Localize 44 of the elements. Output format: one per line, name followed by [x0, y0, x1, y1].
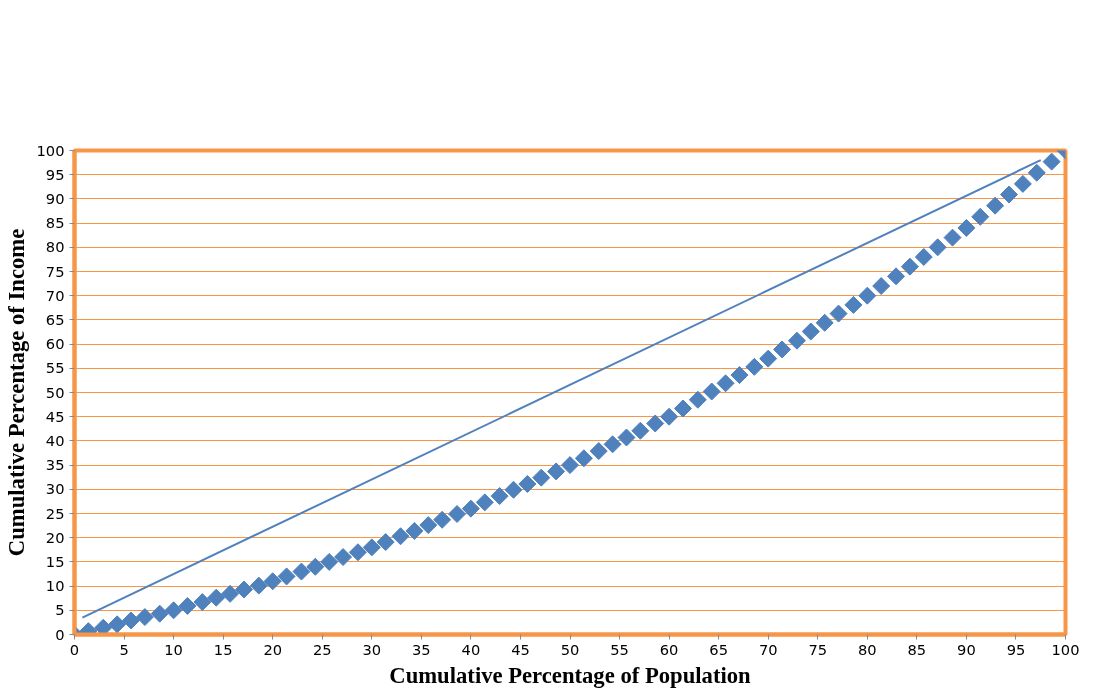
x-tick-label: 80 — [857, 640, 877, 658]
x-tick-label: 40 — [461, 640, 481, 658]
x-tick-label: 20 — [263, 640, 283, 658]
x-tick-label: 75 — [808, 640, 828, 658]
x-tick-label: 30 — [362, 640, 382, 658]
x-tick-label: 15 — [213, 640, 233, 658]
x-tick-label: 85 — [907, 640, 927, 658]
y-tick-label: 30 — [45, 480, 65, 498]
x-tick-label: 95 — [1006, 640, 1026, 658]
y-tick-label: 80 — [45, 238, 65, 256]
y-tick-label: 20 — [45, 528, 65, 546]
y-tick-label: 70 — [45, 286, 65, 304]
y-tick-label: 90 — [45, 189, 65, 207]
y-tick-label: 85 — [45, 214, 65, 232]
x-tick-label: 50 — [560, 640, 580, 658]
x-tick-label: 60 — [659, 640, 679, 658]
y-tick-label: 0 — [55, 625, 65, 643]
y-tick-label: 55 — [45, 359, 65, 377]
x-tick-label: 45 — [511, 640, 530, 658]
x-tick-label: 90 — [957, 640, 976, 658]
y-tick-label: 35 — [45, 456, 65, 474]
x-tick-label: 65 — [709, 640, 728, 658]
y-tick-label: 100 — [36, 141, 65, 159]
y-tick-label: 40 — [45, 431, 65, 449]
x-tick-label: 5 — [119, 640, 129, 658]
y-tick-label: 15 — [45, 552, 65, 570]
x-tick-label: 10 — [164, 640, 183, 658]
y-tick-label: 95 — [45, 165, 65, 183]
x-tick-label: 25 — [312, 640, 332, 658]
x-axis-title: Cumulative Percentage of Population — [389, 662, 752, 688]
x-tick-label: 0 — [69, 640, 80, 658]
y-tick-label: 5 — [55, 601, 65, 619]
y-tick-label: 75 — [45, 262, 65, 280]
x-tick-label: 100 — [1051, 640, 1080, 658]
y-tick-label: 10 — [45, 577, 65, 595]
y-tick-label: 65 — [45, 310, 65, 328]
y-tick-label: 25 — [45, 504, 65, 522]
x-tick-label: 55 — [610, 640, 629, 658]
y-tick-label: 45 — [45, 407, 65, 425]
x-tick-label: 35 — [412, 640, 431, 658]
y-tick-label: 60 — [45, 335, 65, 353]
y-tick-label: 50 — [45, 383, 65, 401]
y-axis-title: Cumulative Percentage of Income — [3, 228, 29, 557]
x-tick-label: 70 — [758, 640, 778, 658]
